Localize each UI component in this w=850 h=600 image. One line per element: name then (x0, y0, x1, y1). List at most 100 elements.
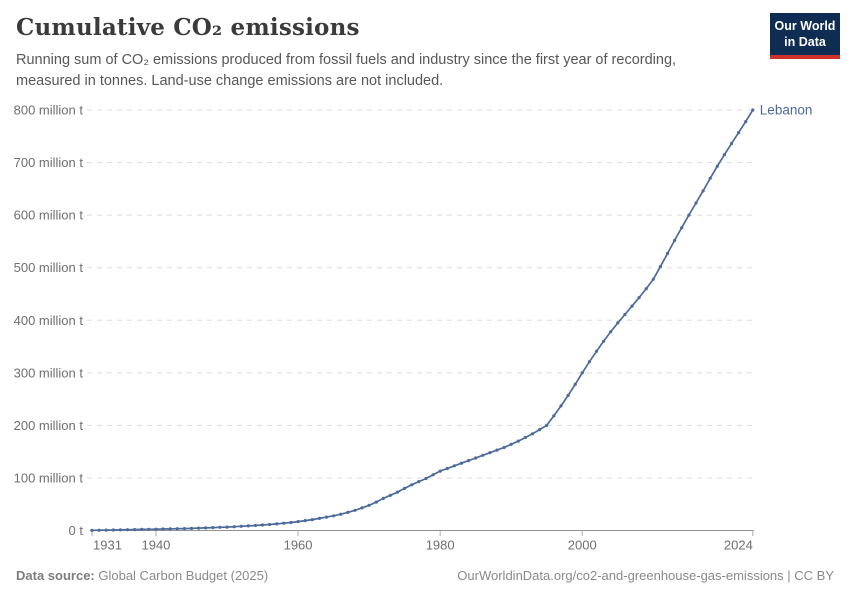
data-point[interactable] (609, 330, 613, 334)
data-point[interactable] (694, 201, 698, 205)
data-point[interactable] (268, 522, 272, 527)
data-point[interactable] (630, 304, 634, 308)
data-point[interactable] (147, 527, 151, 531)
data-point[interactable] (438, 469, 442, 473)
rights-link[interactable]: OurWorldinData.org/co2-and-greenhouse-ga… (457, 568, 834, 583)
data-point[interactable] (246, 524, 250, 528)
data-point[interactable] (260, 523, 265, 527)
data-point[interactable] (289, 520, 293, 525)
data-point[interactable] (729, 142, 734, 146)
data-point[interactable] (651, 277, 655, 281)
data-point[interactable] (644, 287, 648, 291)
data-point[interactable] (218, 525, 222, 529)
data-point[interactable] (154, 527, 158, 531)
data-point[interactable] (467, 459, 471, 463)
data-point[interactable] (488, 451, 492, 455)
data-point[interactable] (346, 510, 350, 514)
data-point[interactable] (673, 238, 677, 242)
data-point[interactable] (481, 453, 485, 457)
data-point[interactable] (204, 526, 208, 530)
data-point[interactable] (182, 527, 186, 531)
data-point[interactable] (701, 189, 705, 193)
data-point[interactable] (594, 349, 599, 353)
data-point[interactable] (495, 448, 499, 452)
data-point[interactable] (189, 526, 194, 531)
data-point[interactable] (751, 108, 755, 112)
data-point[interactable] (296, 520, 300, 524)
data-point[interactable] (502, 445, 506, 450)
data-point[interactable] (97, 528, 101, 532)
data-point[interactable] (722, 153, 727, 157)
data-point[interactable] (410, 483, 414, 487)
data-point[interactable] (509, 442, 513, 446)
data-point[interactable] (104, 528, 108, 532)
data-point[interactable] (111, 528, 115, 532)
y-axis-tick-label: 0 t (69, 523, 84, 538)
entity-label-lebanon[interactable]: Lebanon (760, 103, 813, 118)
data-point[interactable] (665, 251, 670, 256)
data-point[interactable] (573, 382, 577, 386)
data-point[interactable] (239, 524, 243, 528)
data-point[interactable] (253, 523, 257, 528)
data-point[interactable] (360, 506, 364, 510)
data-point[interactable] (339, 512, 343, 516)
data-point[interactable] (616, 321, 620, 325)
data-point[interactable] (680, 226, 684, 230)
data-point[interactable] (310, 518, 314, 522)
data-line-lebanon[interactable] (91, 109, 754, 532)
data-point[interactable] (530, 432, 535, 436)
data-point[interactable] (168, 527, 172, 531)
data-point[interactable] (452, 464, 456, 468)
data-point[interactable] (744, 120, 748, 124)
data-point[interactable] (324, 515, 329, 519)
data-point[interactable] (474, 456, 478, 460)
data-point[interactable] (552, 414, 556, 418)
data-point[interactable] (431, 473, 435, 477)
data-source-note: Data source: Global Carbon Budget (2025) (16, 568, 268, 583)
data-point[interactable] (545, 423, 549, 427)
data-point[interactable] (708, 176, 712, 180)
data-point[interactable] (381, 496, 385, 500)
data-point[interactable] (211, 526, 215, 530)
data-point[interactable] (197, 526, 201, 530)
data-point[interactable] (332, 514, 336, 518)
data-point[interactable] (175, 527, 179, 531)
data-point[interactable] (687, 213, 691, 217)
data-point[interactable] (424, 476, 428, 481)
data-point[interactable] (715, 164, 719, 168)
data-point[interactable] (367, 503, 371, 507)
data-point[interactable] (118, 528, 122, 532)
data-point[interactable] (566, 393, 570, 397)
data-point[interactable] (133, 528, 137, 532)
data-point[interactable] (225, 525, 229, 529)
data-point[interactable] (658, 265, 663, 269)
data-point[interactable] (161, 527, 165, 531)
data-point[interactable] (523, 435, 528, 440)
data-point[interactable] (559, 404, 563, 408)
data-point[interactable] (587, 360, 592, 364)
data-point[interactable] (637, 296, 641, 300)
data-point[interactable] (275, 522, 279, 526)
data-point[interactable] (232, 525, 236, 529)
data-point[interactable] (516, 439, 520, 443)
data-point[interactable] (282, 521, 286, 525)
data-point[interactable] (445, 466, 449, 471)
data-point[interactable] (602, 339, 606, 343)
data-point[interactable] (538, 428, 542, 432)
data-point[interactable] (388, 493, 392, 497)
data-point[interactable] (374, 500, 378, 504)
data-point[interactable] (459, 461, 464, 465)
data-point[interactable] (140, 527, 144, 532)
data-point[interactable] (125, 528, 130, 532)
data-point[interactable] (580, 371, 584, 375)
data-point[interactable] (90, 528, 94, 533)
data-point[interactable] (623, 312, 627, 317)
y-axis-tick-label: 700 million t (14, 155, 84, 170)
data-point[interactable] (403, 486, 407, 490)
data-point[interactable] (737, 131, 741, 135)
data-point[interactable] (317, 516, 321, 521)
data-point[interactable] (303, 519, 307, 523)
data-point[interactable] (353, 508, 357, 512)
data-point[interactable] (395, 490, 400, 494)
data-point[interactable] (417, 480, 421, 484)
